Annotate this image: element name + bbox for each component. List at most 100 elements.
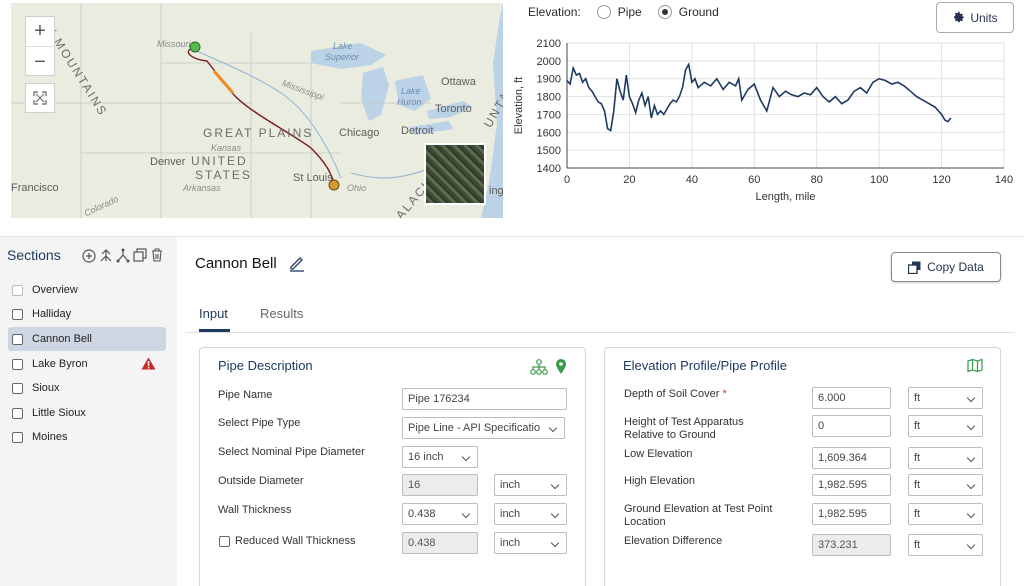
elevation-label: Elevation:: [528, 5, 581, 19]
map-label-missouri: Missouri: [157, 39, 191, 49]
zoom-control: + −: [25, 16, 55, 76]
reduced-wall-checkbox[interactable]: [219, 536, 230, 547]
soil-cover-input[interactable]: 6.000: [812, 387, 891, 409]
section-checkbox[interactable]: [12, 407, 23, 419]
ground-elevation-input[interactable]: 1,982.595: [812, 503, 891, 525]
elevation-series-line: [566, 62, 952, 132]
x-tick-label: 60: [748, 174, 760, 186]
map-label-kansas: Kansas: [211, 143, 242, 153]
section-divider: [0, 236, 1024, 237]
warning-icon: [141, 357, 156, 370]
nominal-diameter-label: Select Nominal Pipe Diameter: [218, 446, 365, 458]
section-item-label: Sioux: [32, 382, 60, 394]
outside-diameter-unit-select[interactable]: inch: [494, 474, 567, 496]
expand-map-button[interactable]: [25, 83, 55, 113]
pipe-name-input[interactable]: Pipe 176234: [402, 388, 567, 410]
y-tick-label: 2100: [537, 38, 561, 50]
map-label-lake-huron-1: Lake: [401, 86, 421, 96]
sections-sidebar: Sections Overview Halliday Cannon Bell L…: [0, 237, 177, 586]
y-tick-label: 1500: [537, 145, 561, 157]
section-item-moines[interactable]: Moines: [8, 425, 166, 449]
edit-icon[interactable]: [288, 254, 306, 272]
hierarchy-icon[interactable]: [530, 359, 548, 375]
elevation-profile-panel: Elevation Profile/Pipe Profile Depth of …: [604, 347, 1001, 586]
map-add-icon[interactable]: [967, 358, 984, 374]
expand-icon: [33, 91, 47, 105]
zoom-out-button[interactable]: −: [34, 50, 46, 73]
basemap-toggle-thumbnail[interactable]: [424, 143, 486, 205]
outside-diameter-label: Outside Diameter: [218, 475, 304, 487]
x-tick-label: 40: [686, 174, 698, 186]
pipe-name-label: Pipe Name: [218, 389, 273, 401]
section-checkbox[interactable]: [12, 358, 23, 370]
x-tick-label: 120: [932, 174, 950, 186]
radio-pipe[interactable]: Pipe: [596, 5, 642, 19]
units-button-label: Units: [970, 10, 998, 25]
y-tick-label: 1400: [537, 163, 561, 175]
x-tick-label: 0: [564, 174, 570, 186]
test-apparatus-input[interactable]: 0: [812, 415, 891, 437]
section-item-sioux[interactable]: Sioux: [8, 376, 166, 400]
copy-data-button[interactable]: Copy Data: [891, 252, 1001, 282]
zoom-in-button[interactable]: +: [26, 17, 54, 47]
ground-elevation-unit-select[interactable]: ft: [908, 503, 983, 525]
radio-ground[interactable]: Ground: [657, 5, 719, 19]
elevation-difference-unit-select[interactable]: ft: [908, 534, 983, 556]
split-section-icon[interactable]: [116, 247, 130, 263]
map-label-lake-superior-2: Superior: [325, 52, 360, 62]
elevation-difference-field: 373.231: [812, 534, 891, 556]
high-elevation-unit-select[interactable]: ft: [908, 474, 983, 496]
section-item-label: Cannon Bell: [32, 333, 92, 345]
test-apparatus-label-1: Height of Test Apparatus: [624, 416, 744, 428]
section-title: Cannon Bell: [195, 255, 277, 272]
low-elevation-unit-select[interactable]: ft: [908, 447, 983, 469]
section-checkbox[interactable]: [12, 333, 23, 345]
section-item-halliday[interactable]: Halliday: [8, 302, 166, 326]
reduced-wall-unit-select[interactable]: inch: [494, 532, 567, 554]
high-elevation-label: High Elevation: [624, 475, 695, 487]
section-checkbox[interactable]: [12, 431, 23, 443]
ground-elevation-label-2: Location: [624, 516, 666, 528]
tab-results[interactable]: Results: [260, 306, 304, 321]
section-item-cannon-bell[interactable]: Cannon Bell: [8, 327, 166, 351]
map-label-states: STATES: [195, 168, 252, 182]
duplicate-section-icon[interactable]: [133, 247, 147, 263]
reduced-wall-field: 0.438: [402, 532, 478, 554]
test-apparatus-unit-select[interactable]: ft: [908, 415, 983, 437]
map-view[interactable]: Y MOUNTAINS GREAT PLAINS UNITED STATES L…: [11, 3, 503, 218]
map-basemap: [11, 3, 503, 218]
y-tick-label: 1800: [537, 92, 561, 104]
x-tick-label: 140: [995, 174, 1013, 186]
map-label-arkansas: Arkansas: [183, 183, 221, 193]
section-item-label: Overview: [32, 284, 78, 296]
pipe-type-select[interactable]: Pipe Line - API Specificatio: [402, 417, 565, 439]
map-label-ohio: Ohio: [347, 183, 367, 193]
wall-thickness-label: Wall Thickness: [218, 504, 292, 516]
elevation-toggle: Elevation: Pipe Ground: [528, 5, 719, 19]
y-tick-label: 2000: [537, 56, 561, 68]
map-pin-icon[interactable]: [555, 359, 567, 375]
soil-cover-unit-select[interactable]: ft: [908, 387, 983, 409]
section-item-little-sioux[interactable]: Little Sioux: [8, 401, 166, 425]
merge-up-icon[interactable]: [99, 247, 113, 263]
y-tick-label: 1700: [537, 109, 561, 121]
required-marker: *: [722, 388, 727, 400]
wall-thickness-select[interactable]: 0.438: [402, 503, 478, 525]
copy-icon: [908, 261, 921, 274]
nominal-diameter-select[interactable]: 16 inch: [402, 446, 478, 468]
low-elevation-input[interactable]: 1,609.364: [812, 447, 891, 469]
section-checkbox[interactable]: [12, 284, 23, 296]
delete-section-icon[interactable]: [150, 247, 164, 263]
section-item-overview[interactable]: Overview: [8, 278, 166, 302]
add-section-icon[interactable]: [82, 247, 96, 263]
section-checkbox[interactable]: [12, 308, 23, 320]
wall-thickness-unit-select[interactable]: inch: [494, 503, 567, 525]
section-item-lake-byron[interactable]: Lake Byron: [8, 352, 166, 376]
tab-input[interactable]: Input: [199, 306, 228, 321]
units-button[interactable]: Units: [936, 2, 1014, 33]
test-apparatus-label-2: Relative to Ground: [624, 429, 716, 441]
high-elevation-input[interactable]: 1,982.595: [812, 474, 891, 496]
map-label-stlouis: St Louis: [293, 172, 333, 184]
section-item-label: Halliday: [32, 308, 72, 320]
section-checkbox[interactable]: [12, 382, 23, 394]
